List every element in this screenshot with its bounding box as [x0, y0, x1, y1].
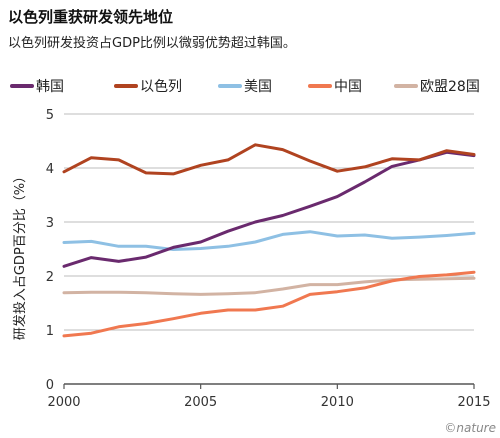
legend-label: 韩国 — [36, 79, 64, 95]
series-line — [62, 143, 476, 176]
legend-label: 中国 — [334, 79, 362, 95]
series-line — [62, 150, 476, 268]
series-line — [62, 276, 476, 296]
y-tick-label: 1 — [46, 324, 54, 339]
x-tick-label: 2000 — [47, 395, 80, 410]
y-tick-label: 0 — [46, 378, 54, 393]
y-tick-label: 2 — [46, 270, 54, 285]
legend-label: 以色列 — [140, 78, 182, 95]
x-tick-label: 2015 — [457, 395, 490, 410]
nature-watermark: ©nature — [444, 421, 496, 435]
legend-label: 美国 — [244, 79, 272, 95]
x-tick-label: 2010 — [321, 395, 354, 410]
y-axis-label: 研发投入占GDP百分比（%） — [12, 170, 28, 340]
x-tick-label: 2005 — [184, 395, 217, 410]
y-tick-label: 4 — [46, 162, 54, 177]
legend-label: 欧盟28国 — [420, 79, 480, 95]
y-tick-label: 3 — [46, 216, 54, 231]
y-tick-label: 5 — [46, 108, 54, 123]
page-subtitle: 以色列研发投资占GDP比例以微弱优势超过韩国。 — [8, 36, 296, 51]
series-line — [62, 230, 476, 251]
page-title: 以色列重获研发领先地位 — [8, 8, 174, 26]
series-line — [62, 270, 476, 338]
